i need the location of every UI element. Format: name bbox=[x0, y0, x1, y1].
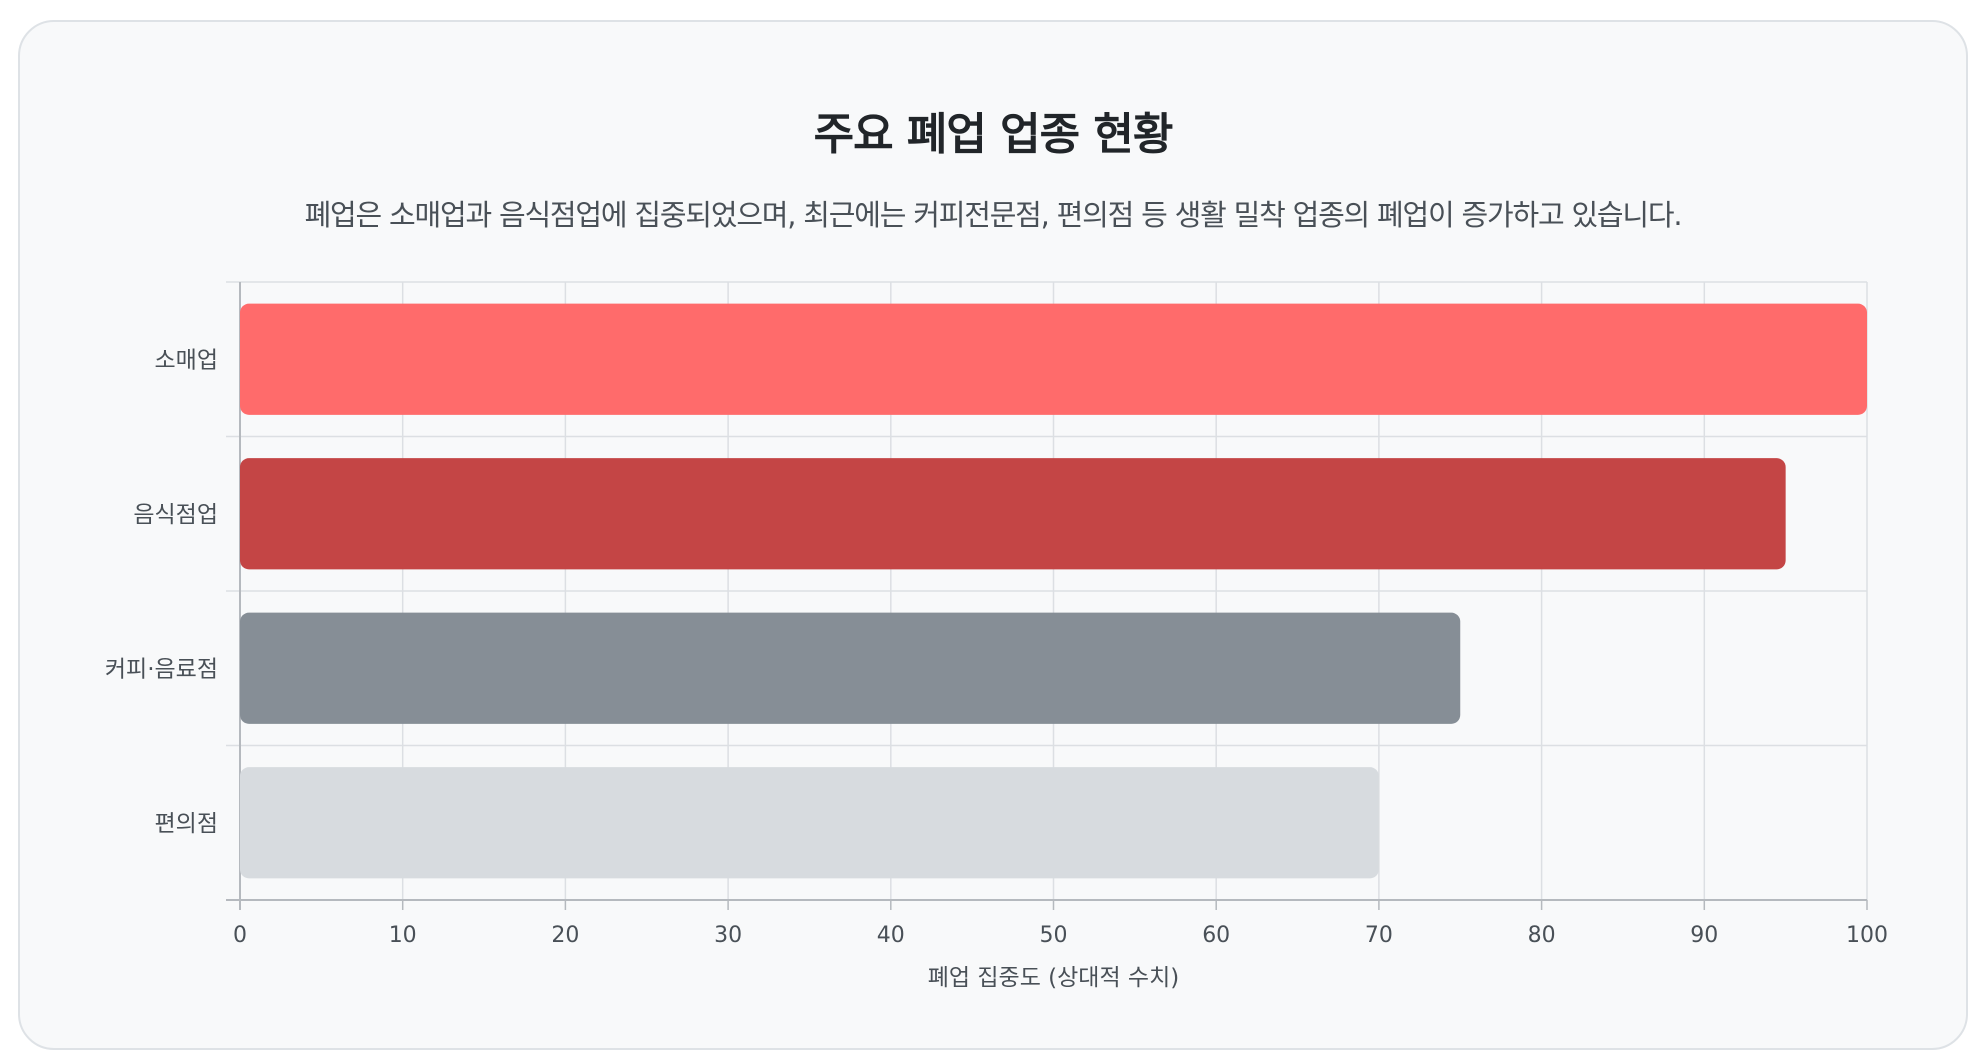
bar-1 bbox=[240, 303, 1867, 415]
x-tick-label: 70 bbox=[1365, 923, 1393, 948]
x-tick-label: 90 bbox=[1690, 923, 1718, 948]
x-tick-label: 80 bbox=[1528, 923, 1556, 948]
x-tick-label: 30 bbox=[714, 923, 742, 948]
x-tick-label: 0 bbox=[233, 923, 247, 948]
x-axis-title: 폐업 집중도 (상대적 수치) bbox=[928, 965, 1179, 991]
category-label: 소매업 bbox=[155, 347, 218, 373]
bar-2 bbox=[240, 458, 1786, 570]
category-label: 편의점 bbox=[155, 811, 218, 837]
category-label: 음식점업 bbox=[133, 502, 218, 528]
x-tick-label: 20 bbox=[551, 923, 579, 948]
chart-subtitle: 폐업은 소매업과 음식점업에 집중되었으며, 최근에는 커피전문점, 편의점 등… bbox=[304, 198, 1683, 232]
chart-title: 주요 폐업 업종 현황 bbox=[813, 109, 1174, 160]
bar-3 bbox=[240, 612, 1461, 724]
x-tick-label: 50 bbox=[1040, 923, 1068, 948]
category-label: 커피·음료점 bbox=[105, 656, 218, 682]
x-tick-label: 60 bbox=[1202, 923, 1230, 948]
x-tick-label: 10 bbox=[389, 923, 417, 948]
bar-4 bbox=[240, 767, 1379, 879]
x-tick-label: 100 bbox=[1846, 923, 1888, 948]
x-tick-label: 40 bbox=[877, 923, 905, 948]
